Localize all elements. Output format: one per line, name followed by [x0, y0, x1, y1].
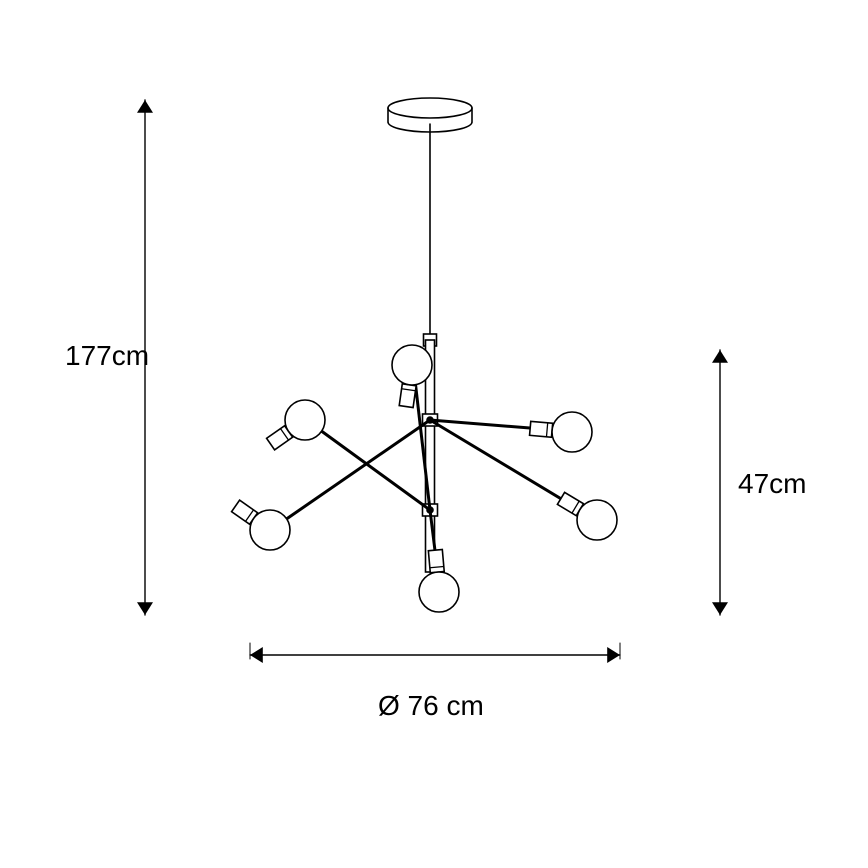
dim-label-diameter: Ø 76 cm — [378, 690, 484, 722]
product-line-drawing — [0, 0, 868, 868]
diagram-container: 177cm 47cm Ø 76 cm — [0, 0, 868, 868]
dim-label-fixture-height: 47cm — [738, 468, 806, 500]
dim-label-total-height: 177cm — [65, 340, 149, 372]
